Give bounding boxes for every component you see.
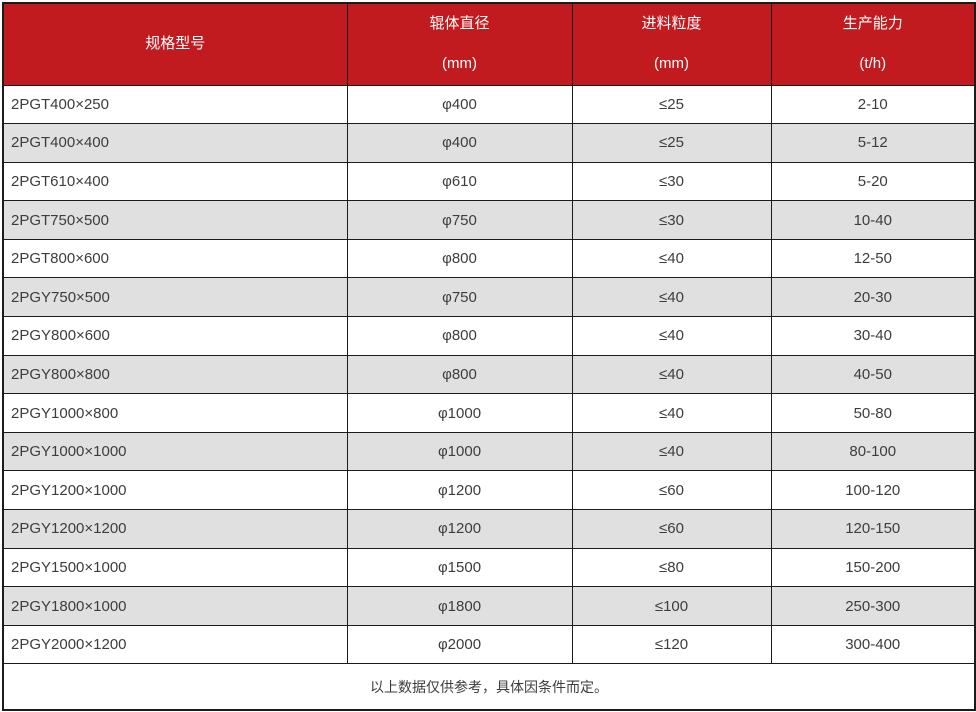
roller-diameter-cell: φ750 bbox=[346, 277, 573, 318]
roller-diameter-cell: φ1200 bbox=[346, 470, 573, 511]
roller-diameter-cell: φ750 bbox=[346, 200, 573, 240]
table-row: 2PGY750×500 φ750 ≤40 20-30 bbox=[2, 277, 976, 318]
footnote-row: 以上数据仅供参考，具体因条件而定。 bbox=[2, 663, 976, 711]
model-cell: 2PGY1000×1000 bbox=[2, 431, 348, 472]
roller-diameter-cell: φ400 bbox=[346, 123, 573, 163]
capacity-cell: 5-12 bbox=[770, 123, 976, 163]
header-feed-size-unit: (mm) bbox=[654, 55, 689, 73]
header-model: 规格型号 bbox=[2, 2, 348, 86]
header-roller-diameter-unit: (mm) bbox=[442, 55, 477, 73]
model-cell: 2PGT610×400 bbox=[2, 161, 348, 202]
roller-diameter-cell: φ800 bbox=[346, 238, 573, 279]
roller-diameter-cell: φ2000 bbox=[346, 624, 573, 665]
model-cell: 2PGT400×400 bbox=[2, 123, 348, 163]
capacity-cell: 120-150 bbox=[770, 509, 976, 549]
feed-size-cell: ≤25 bbox=[571, 84, 772, 125]
table-row: 2PGT400×250 φ400 ≤25 2-10 bbox=[2, 84, 976, 125]
roller-diameter-cell: φ1800 bbox=[346, 586, 573, 626]
capacity-cell: 80-100 bbox=[770, 431, 976, 472]
feed-size-cell: ≤60 bbox=[571, 470, 772, 511]
feed-size-cell: ≤120 bbox=[571, 624, 772, 665]
table-body: 2PGT400×250 φ400 ≤25 2-10 2PGT400×400 φ400 ≤25… bbox=[2, 84, 976, 665]
capacity-cell: 150-200 bbox=[770, 547, 976, 588]
header-feed-size: 进料粒度 (mm) bbox=[571, 2, 772, 86]
feed-size-cell: ≤40 bbox=[571, 431, 772, 472]
capacity-cell: 250-300 bbox=[770, 586, 976, 626]
model-cell: 2PGT750×500 bbox=[2, 200, 348, 240]
table-row: 2PGY1800×1000 φ1800 ≤100 250-300 bbox=[2, 586, 976, 626]
table-row: 2PGT800×600 φ800 ≤40 12-50 bbox=[2, 238, 976, 279]
feed-size-cell: ≤40 bbox=[571, 393, 772, 433]
feed-size-cell: ≤100 bbox=[571, 586, 772, 626]
model-cell: 2PGT400×250 bbox=[2, 84, 348, 125]
feed-size-cell: ≤25 bbox=[571, 123, 772, 163]
capacity-cell: 2-10 bbox=[770, 84, 976, 125]
table-footnote: 以上数据仅供参考，具体因条件而定。 bbox=[2, 663, 976, 711]
model-cell: 2PGY1800×1000 bbox=[2, 586, 348, 626]
model-cell: 2PGY1000×800 bbox=[2, 393, 348, 433]
capacity-cell: 50-80 bbox=[770, 393, 976, 433]
header-roller-diameter: 辊体直径 (mm) bbox=[346, 2, 573, 86]
capacity-cell: 12-50 bbox=[770, 238, 976, 279]
roller-diameter-cell: φ1200 bbox=[346, 509, 573, 549]
table-row: 2PGY2000×1200 φ2000 ≤120 300-400 bbox=[2, 624, 976, 665]
model-cell: 2PGY1500×1000 bbox=[2, 547, 348, 588]
feed-size-cell: ≤40 bbox=[571, 354, 772, 395]
model-cell: 2PGY800×800 bbox=[2, 354, 348, 395]
feed-size-cell: ≤40 bbox=[571, 277, 772, 318]
header-roller-diameter-label: 辊体直径 bbox=[429, 15, 490, 33]
feed-size-cell: ≤40 bbox=[571, 238, 772, 279]
model-cell: 2PGT800×600 bbox=[2, 238, 348, 279]
header-capacity-unit: (t/h) bbox=[859, 55, 887, 73]
model-cell: 2PGY1200×1200 bbox=[2, 509, 348, 549]
table-row: 2PGY800×800 φ800 ≤40 40-50 bbox=[2, 354, 976, 395]
table-row: 2PGT400×400 φ400 ≤25 5-12 bbox=[2, 123, 976, 163]
table-row: 2PGT610×400 φ610 ≤30 5-20 bbox=[2, 161, 976, 202]
capacity-cell: 40-50 bbox=[770, 354, 976, 395]
table-row: 2PGY800×600 φ800 ≤40 30-40 bbox=[2, 316, 976, 356]
header-capacity: 生产能力 (t/h) bbox=[770, 2, 976, 86]
roller-diameter-cell: φ800 bbox=[346, 354, 573, 395]
table-row: 2PGT750×500 φ750 ≤30 10-40 bbox=[2, 200, 976, 240]
feed-size-cell: ≤40 bbox=[571, 316, 772, 356]
roller-diameter-cell: φ1500 bbox=[346, 547, 573, 588]
roller-diameter-cell: φ400 bbox=[346, 84, 573, 125]
table-row: 2PGY1500×1000 φ1500 ≤80 150-200 bbox=[2, 547, 976, 588]
table-row: 2PGY1000×800 φ1000 ≤40 50-80 bbox=[2, 393, 976, 433]
feed-size-cell: ≤80 bbox=[571, 547, 772, 588]
header-model-label: 规格型号 bbox=[145, 35, 206, 53]
table-row: 2PGY1000×1000 φ1000 ≤40 80-100 bbox=[2, 431, 976, 472]
table-header: 规格型号 辊体直径 (mm) 进料粒度 (mm) 生产能力 (t/h) bbox=[2, 2, 976, 86]
capacity-cell: 5-20 bbox=[770, 161, 976, 202]
feed-size-cell: ≤60 bbox=[571, 509, 772, 549]
header-feed-size-label: 进料粒度 bbox=[641, 15, 702, 33]
model-cell: 2PGY750×500 bbox=[2, 277, 348, 318]
table-footer: 以上数据仅供参考，具体因条件而定。 bbox=[2, 663, 976, 711]
header-row: 规格型号 辊体直径 (mm) 进料粒度 (mm) 生产能力 (t/h) bbox=[2, 2, 976, 86]
feed-size-cell: ≤30 bbox=[571, 161, 772, 202]
header-capacity-label: 生产能力 bbox=[842, 15, 903, 33]
model-cell: 2PGY2000×1200 bbox=[2, 624, 348, 665]
model-cell: 2PGY800×600 bbox=[2, 316, 348, 356]
capacity-cell: 10-40 bbox=[770, 200, 976, 240]
capacity-cell: 300-400 bbox=[770, 624, 976, 665]
table-row: 2PGY1200×1000 φ1200 ≤60 100-120 bbox=[2, 470, 976, 511]
capacity-cell: 20-30 bbox=[770, 277, 976, 318]
table-row: 2PGY1200×1200 φ1200 ≤60 120-150 bbox=[2, 509, 976, 549]
roller-diameter-cell: φ1000 bbox=[346, 431, 573, 472]
capacity-cell: 30-40 bbox=[770, 316, 976, 356]
roller-diameter-cell: φ610 bbox=[346, 161, 573, 202]
feed-size-cell: ≤30 bbox=[571, 200, 772, 240]
roller-diameter-cell: φ800 bbox=[346, 316, 573, 356]
model-cell: 2PGY1200×1000 bbox=[2, 470, 348, 511]
roller-diameter-cell: φ1000 bbox=[346, 393, 573, 433]
capacity-cell: 100-120 bbox=[770, 470, 976, 511]
